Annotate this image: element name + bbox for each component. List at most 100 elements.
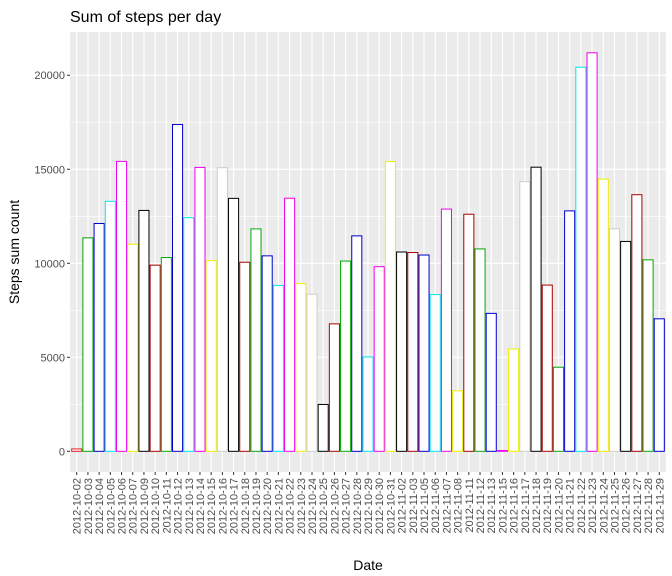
x-tick-label: 2012-10-19 (251, 478, 263, 534)
bar-2012-10-10 (149, 264, 161, 452)
bar-2012-10-23 (295, 283, 307, 452)
x-tick-label: 2012-10-20 (262, 478, 274, 534)
bar-2012-10-26 (328, 323, 340, 452)
x-tick-label: 2012-11-17 (520, 478, 532, 533)
bar-2012-11-11 (463, 213, 475, 452)
bar-2012-10-25 (317, 403, 329, 452)
y-tick-label: 15000 (34, 164, 65, 176)
bar-2012-10-29 (362, 356, 374, 452)
bar-2012-10-07 (127, 243, 139, 452)
x-tick-label: 2012-11-21 (565, 478, 577, 533)
bar-2012-11-13 (485, 312, 497, 452)
x-tick-label: 2012-10-31 (385, 478, 397, 534)
x-tick-label: 2012-10-23 (296, 478, 308, 534)
x-tick-label: 2012-11-28 (643, 478, 655, 533)
y-axis-title: Steps sum count (6, 200, 22, 304)
bar-2012-11-05 (418, 254, 430, 452)
bar-2012-11-26 (620, 240, 632, 452)
x-tick-label: 2012-10-14 (195, 478, 207, 534)
x-tick-label: 2012-10-03 (83, 478, 95, 534)
bar-2012-11-06 (429, 294, 441, 452)
y-tick-label: 10000 (34, 258, 65, 270)
bar-2012-10-14 (194, 166, 206, 452)
x-tick-label: 2012-10-09 (139, 478, 151, 534)
x-tick-label: 2012-11-19 (542, 478, 554, 533)
bar-2012-10-20 (261, 255, 273, 452)
x-tick-label: 2012-10-13 (184, 478, 196, 534)
bar-2012-11-02 (396, 251, 408, 452)
x-tick-label: 2012-11-12 (475, 478, 487, 533)
bar-2012-11-16 (508, 348, 520, 452)
x-tick-label: 2012-10-02 (72, 478, 84, 534)
bar-2012-10-22 (284, 197, 296, 452)
x-tick-label: 2012-11-18 (531, 478, 543, 533)
bar-2012-11-15 (496, 450, 508, 452)
x-tick-label: 2012-10-15 (206, 478, 218, 534)
x-tick-label: 2012-11-26 (621, 478, 633, 533)
bar-2012-10-15 (205, 260, 217, 452)
bar-2012-10-19 (250, 228, 262, 452)
bar-2012-10-27 (340, 260, 352, 452)
x-tick-label: 2012-10-18 (240, 478, 252, 534)
x-tick-label: 2012-11-25 (609, 478, 621, 533)
bars (71, 52, 665, 452)
x-tick-label: 2012-11-16 (509, 478, 521, 533)
x-tick-label: 2012-11-24 (598, 478, 610, 533)
bar-2012-11-08 (452, 390, 464, 452)
x-tick-label: 2012-10-24 (307, 478, 319, 534)
bar-2012-10-06 (115, 160, 128, 452)
x-tick-label: 2012-11-27 (632, 478, 644, 533)
x-tick-label: 2012-11-20 (553, 478, 565, 533)
bar-2012-11-25 (608, 228, 621, 452)
x-tick-label: 2012-11-03 (408, 478, 420, 533)
x-tick-label: 2012-10-17 (229, 478, 241, 534)
x-tick-label: 2012-11-11 (464, 478, 476, 533)
bar-2012-10-21 (272, 284, 284, 452)
y-tick-label: 20000 (34, 70, 65, 82)
x-axis-title: Date (353, 557, 383, 573)
x-tick-label: 2012-10-10 (150, 478, 162, 534)
x-tick-label: 2012-10-16 (217, 478, 229, 534)
x-tick-label: 2012-11-07 (441, 478, 453, 533)
bar-2012-11-24 (597, 178, 609, 452)
bar-2012-11-27 (631, 194, 643, 452)
bar-2012-11-19 (541, 284, 553, 452)
bar-2012-11-28 (642, 259, 654, 452)
bar-2012-11-22 (575, 66, 587, 452)
x-tick-label: 2012-10-11 (161, 478, 173, 533)
bar-2012-11-20 (552, 366, 564, 452)
x-tick-label: 2012-11-05 (419, 478, 431, 533)
x-tick-label: 2012-11-02 (397, 478, 409, 533)
bar-2012-10-11 (160, 257, 172, 452)
x-tick-label: 2012-11-15 (497, 478, 509, 533)
bar-2012-10-30 (373, 266, 385, 452)
bar-2012-11-12 (474, 248, 486, 452)
bar-2012-11-29 (653, 318, 665, 452)
x-tick-label: 2012-10-05 (105, 478, 117, 534)
x-tick-label: 2012-11-08 (453, 478, 465, 533)
bar-2012-11-07 (440, 208, 452, 452)
bar-2012-10-09 (138, 209, 150, 452)
bar-2012-10-03 (82, 237, 94, 452)
bar-2012-10-16 (216, 167, 228, 452)
bar-2012-10-24 (306, 293, 318, 452)
bar-2012-10-31 (384, 160, 396, 452)
x-tick-label: 2012-10-04 (94, 478, 106, 534)
y-axis: 0 5000 10000 15000 20000 (34, 70, 70, 458)
bar-2012-10-13 (183, 217, 195, 452)
y-tick-label: 5000 (41, 352, 65, 364)
x-tick-label: 2012-11-22 (576, 478, 588, 533)
x-tick-label: 2012-11-06 (430, 478, 442, 533)
x-tick-label: 2012-10-27 (341, 478, 353, 534)
x-tick-label: 2012-10-30 (374, 478, 386, 534)
bar-2012-11-18 (530, 166, 542, 452)
y-tick-label: 0 (59, 446, 65, 458)
bar-2012-10-05 (104, 200, 116, 452)
x-tick-label: 2012-10-21 (273, 478, 285, 534)
x-tick-label: 2012-10-28 (352, 478, 364, 534)
bar-2012-11-17 (519, 181, 531, 452)
bar-2012-11-03 (407, 252, 419, 452)
bar-2012-10-04 (93, 222, 105, 452)
x-tick-label: 2012-11-29 (654, 478, 666, 533)
